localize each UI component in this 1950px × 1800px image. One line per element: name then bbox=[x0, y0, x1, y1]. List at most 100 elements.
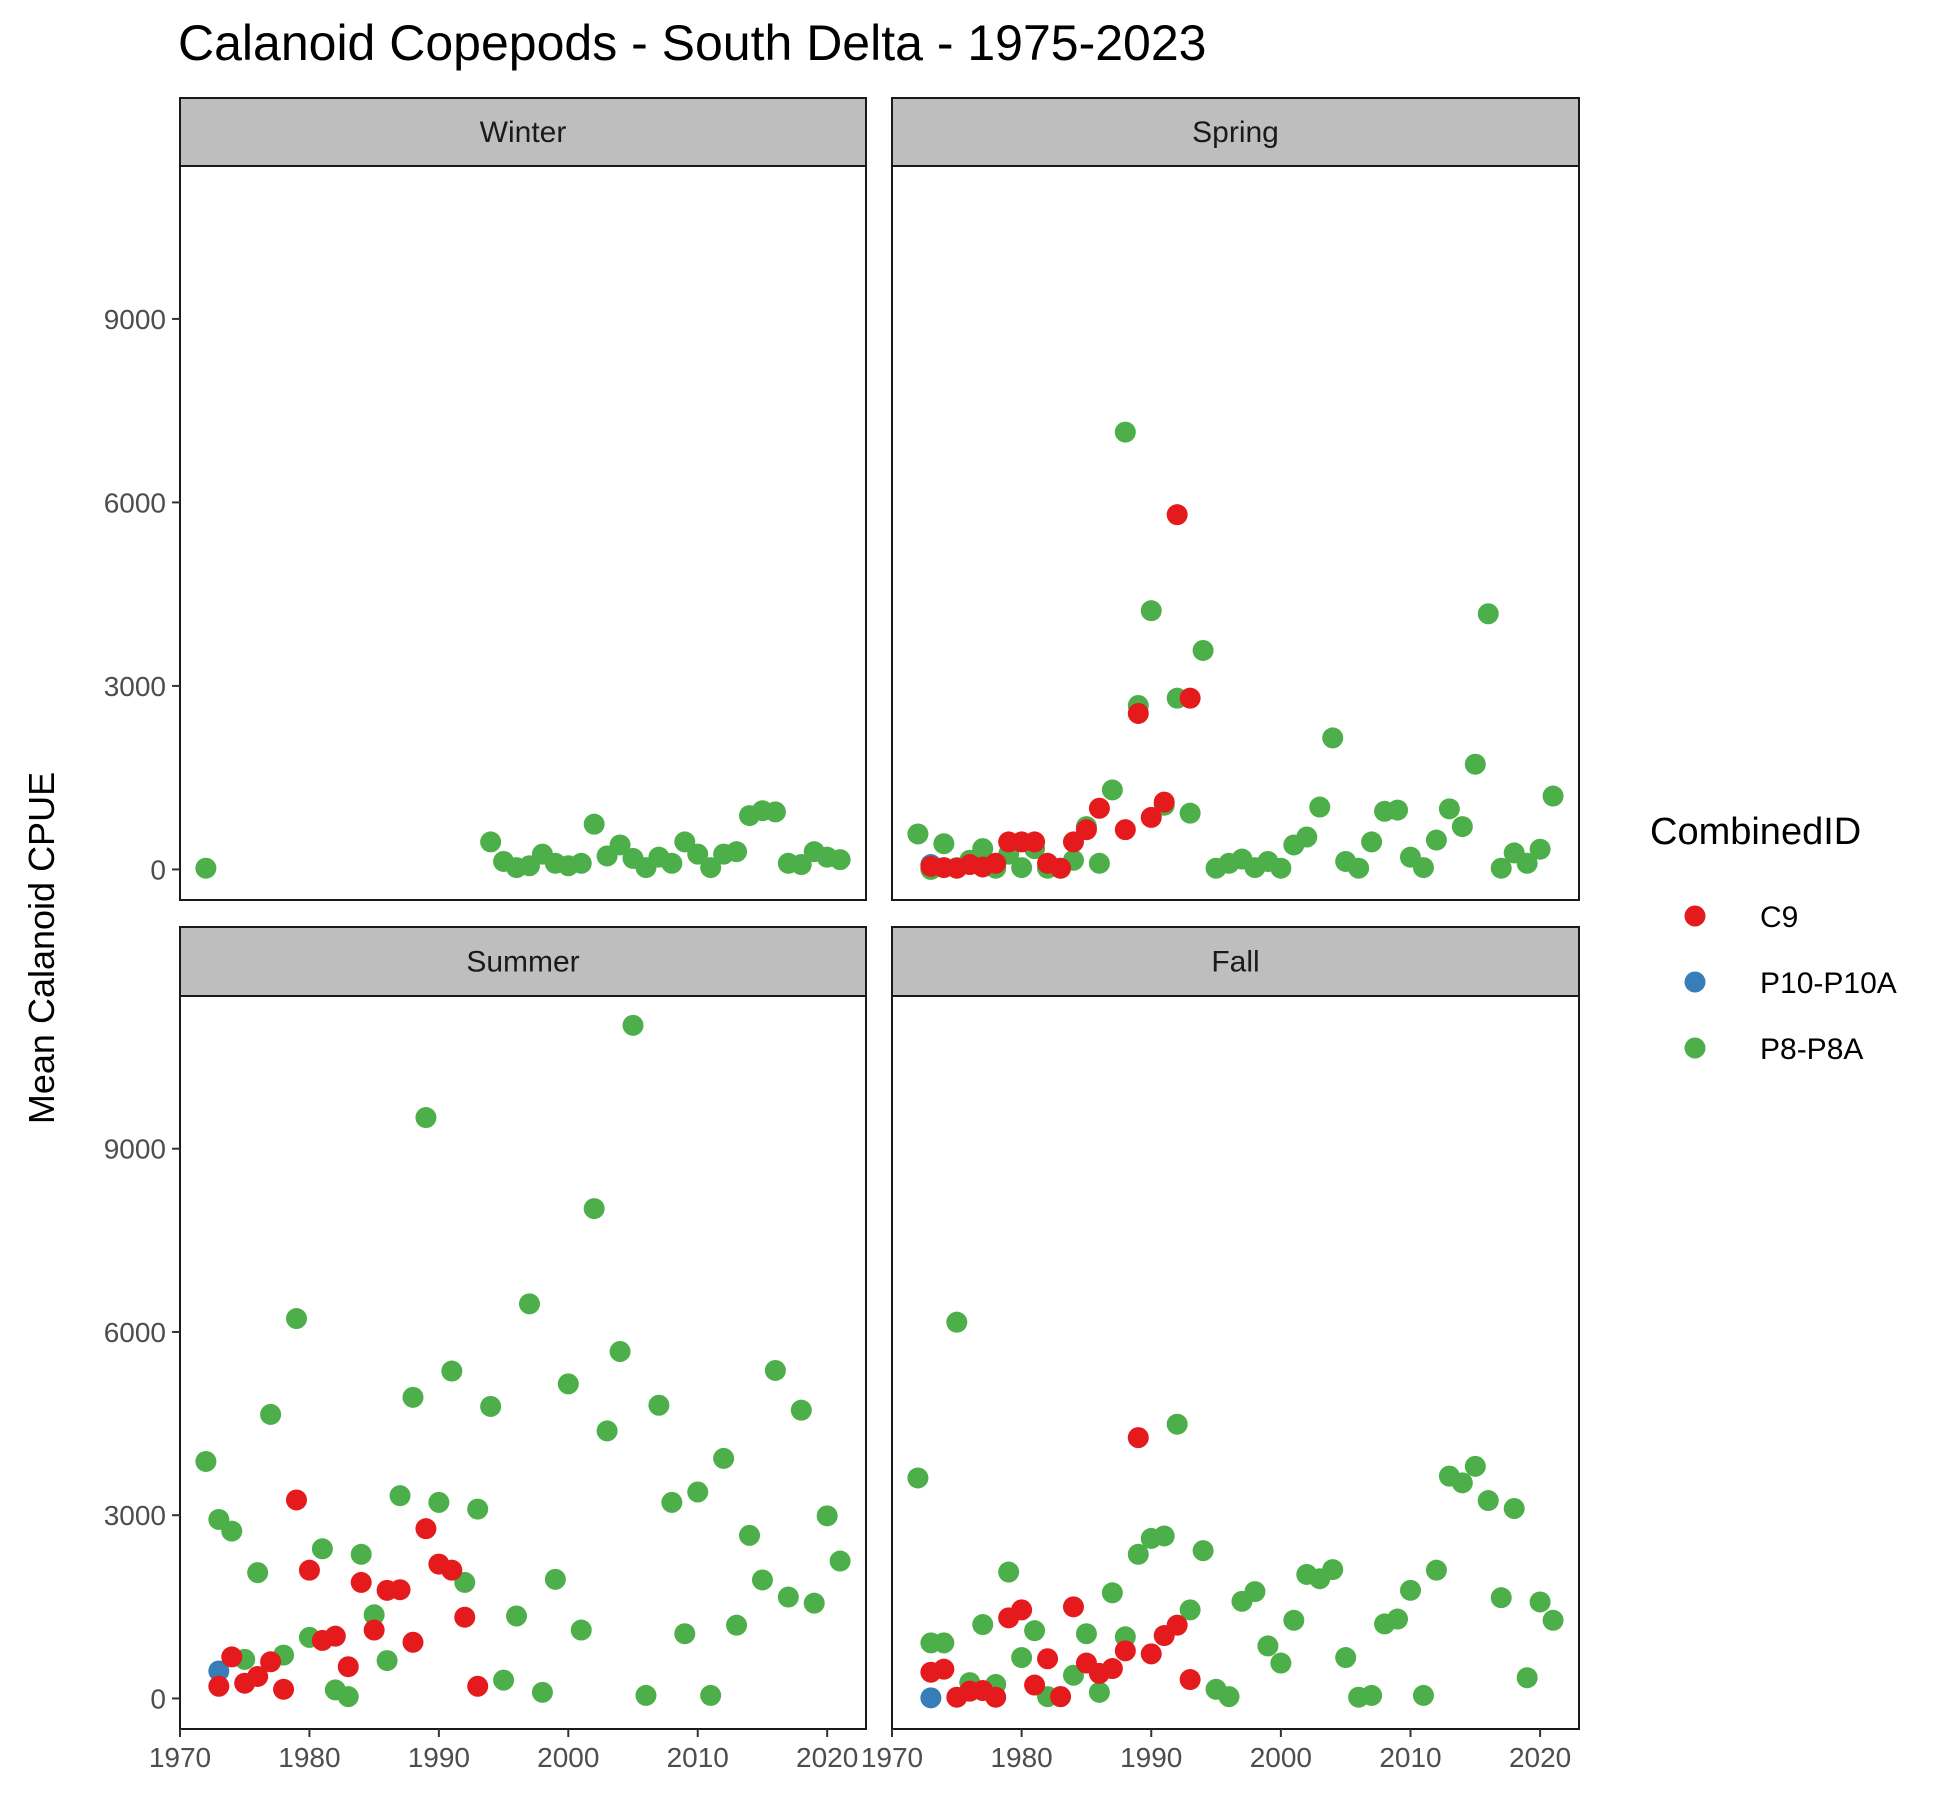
data-point-p8-p8a bbox=[195, 857, 217, 879]
data-point-c9 bbox=[985, 1686, 1007, 1708]
y-tick-label: 3000 bbox=[104, 671, 166, 702]
data-point-p8-p8a bbox=[1348, 857, 1370, 879]
legend-key bbox=[1684, 971, 1706, 993]
facet-winter: Winter 0 3000 6000 9000 bbox=[104, 97, 867, 901]
x-tick-label: 2000 bbox=[1250, 1742, 1312, 1773]
facet-strip bbox=[179, 926, 867, 997]
data-point-c9 bbox=[208, 1675, 230, 1697]
data-point-c9 bbox=[1166, 1614, 1188, 1636]
data-point-p8-p8a bbox=[363, 1604, 385, 1626]
data-point-p8-p8a bbox=[1322, 1559, 1344, 1581]
data-point-p8-p8a bbox=[1503, 1497, 1525, 1519]
x-tick-label: 2010 bbox=[1379, 1742, 1441, 1773]
data-point-p8-p8a bbox=[1283, 1609, 1305, 1631]
y-tick-label: 3000 bbox=[104, 1500, 166, 1531]
legend-label: P10-P10A bbox=[1760, 967, 1897, 1000]
x-tick-label: 1980 bbox=[278, 1742, 340, 1773]
data-point-c9 bbox=[1024, 831, 1046, 853]
data-point-p8-p8a bbox=[1387, 1608, 1409, 1630]
data-point-c9 bbox=[402, 1631, 424, 1653]
data-point-p8-p8a bbox=[1011, 1647, 1033, 1669]
data-point-p8-p8a bbox=[726, 841, 748, 863]
data-point-c9 bbox=[389, 1579, 411, 1601]
data-point-p8-p8a bbox=[1192, 639, 1214, 661]
data-point-p8-p8a bbox=[907, 1467, 929, 1489]
y-tick-label: 9000 bbox=[104, 304, 166, 335]
data-point-p8-p8a bbox=[1464, 1455, 1486, 1477]
x-tick-label: 2020 bbox=[796, 1742, 858, 1773]
data-point-p8-p8a bbox=[1361, 831, 1383, 853]
data-point-p8-p8a bbox=[1412, 857, 1434, 879]
data-point-p8-p8a bbox=[933, 1632, 955, 1654]
data-point-c9 bbox=[1037, 1648, 1059, 1670]
data-point-p8-p8a bbox=[1387, 799, 1409, 821]
data-point-c9 bbox=[285, 1489, 307, 1511]
data-point-c9 bbox=[985, 852, 1007, 874]
x-tick-label: 1990 bbox=[408, 1742, 470, 1773]
data-point-p8-p8a bbox=[687, 843, 709, 865]
data-point-p8-p8a bbox=[1011, 857, 1033, 879]
data-point-c9 bbox=[1114, 819, 1136, 841]
data-point-c9 bbox=[1140, 1643, 1162, 1665]
y-axis-title: Mean Calanoid CPUE bbox=[21, 772, 62, 1124]
data-point-p8-p8a bbox=[1088, 1681, 1110, 1703]
data-point-p8-p8a bbox=[1399, 1579, 1421, 1601]
data-point-p8-p8a bbox=[480, 1395, 502, 1417]
data-point-p8-p8a bbox=[816, 1505, 838, 1527]
data-point-p8-p8a bbox=[1101, 779, 1123, 801]
data-point-p8-p8a bbox=[609, 1341, 631, 1363]
data-point-p8-p8a bbox=[622, 1014, 644, 1036]
data-point-p8-p8a bbox=[1425, 829, 1447, 851]
data-point-c9 bbox=[324, 1625, 346, 1647]
data-point-c9 bbox=[1088, 797, 1110, 819]
data-point-p8-p8a bbox=[1024, 1620, 1046, 1642]
data-point-p8-p8a bbox=[506, 1605, 528, 1627]
data-point-c9 bbox=[415, 1518, 437, 1540]
data-point-p8-p8a bbox=[1335, 1647, 1357, 1669]
data-point-p8-p8a bbox=[583, 813, 605, 835]
data-point-p8-p8a bbox=[570, 852, 592, 874]
facet-strip bbox=[891, 926, 1580, 997]
data-point-p8-p8a bbox=[1088, 852, 1110, 874]
data-point-c9 bbox=[1011, 1599, 1033, 1621]
data-point-p8-p8a bbox=[1542, 785, 1564, 807]
data-point-p10-p10a bbox=[920, 1687, 942, 1709]
data-point-c9 bbox=[247, 1665, 269, 1687]
data-point-p8-p8a bbox=[1101, 1582, 1123, 1604]
facet-panel bbox=[891, 165, 1580, 901]
legend-item: P8-P8A bbox=[1684, 1033, 1863, 1066]
data-point-p8-p8a bbox=[829, 849, 851, 871]
data-point-p8-p8a bbox=[687, 1481, 709, 1503]
x-tick-label: 1980 bbox=[990, 1742, 1052, 1773]
facet-panel bbox=[891, 995, 1580, 1730]
data-point-p8-p8a bbox=[648, 1394, 670, 1416]
data-point-c9 bbox=[1153, 791, 1175, 813]
data-point-p8-p8a bbox=[1270, 1652, 1292, 1674]
data-point-c9 bbox=[260, 1651, 282, 1673]
data-point-p8-p8a bbox=[1361, 1684, 1383, 1706]
facet-panel bbox=[179, 165, 867, 901]
data-point-p8-p8a bbox=[260, 1403, 282, 1425]
facet-summer: Summer 0 3000 6000 9000 1970 1980 1990 2000 2010 2… bbox=[104, 926, 867, 1773]
data-point-p8-p8a bbox=[972, 1614, 994, 1636]
data-point-p8-p8a bbox=[1425, 1559, 1447, 1581]
data-point-p8-p8a bbox=[1490, 857, 1512, 879]
data-point-p8-p8a bbox=[1296, 826, 1318, 848]
data-point-p8-p8a bbox=[570, 1619, 592, 1641]
x-tick-label: 2000 bbox=[537, 1742, 599, 1773]
legend-item: P10-P10A bbox=[1684, 967, 1897, 1000]
data-point-p8-p8a bbox=[1153, 1525, 1175, 1547]
data-point-c9 bbox=[350, 1571, 372, 1593]
legend-title: CombinedID bbox=[1650, 811, 1861, 853]
data-point-p8-p8a bbox=[337, 1686, 359, 1708]
data-point-p8-p8a bbox=[518, 1293, 540, 1315]
data-point-p8-p8a bbox=[247, 1562, 269, 1584]
data-point-p8-p8a bbox=[1464, 753, 1486, 775]
data-point-p8-p8a bbox=[1412, 1684, 1434, 1706]
y-tick-label: 0 bbox=[150, 854, 166, 885]
data-point-c9 bbox=[933, 1658, 955, 1680]
data-point-p8-p8a bbox=[829, 1550, 851, 1572]
data-point-p8-p8a bbox=[1179, 802, 1201, 824]
data-point-c9 bbox=[1024, 1674, 1046, 1696]
data-point-p10-p10a bbox=[208, 1660, 230, 1682]
